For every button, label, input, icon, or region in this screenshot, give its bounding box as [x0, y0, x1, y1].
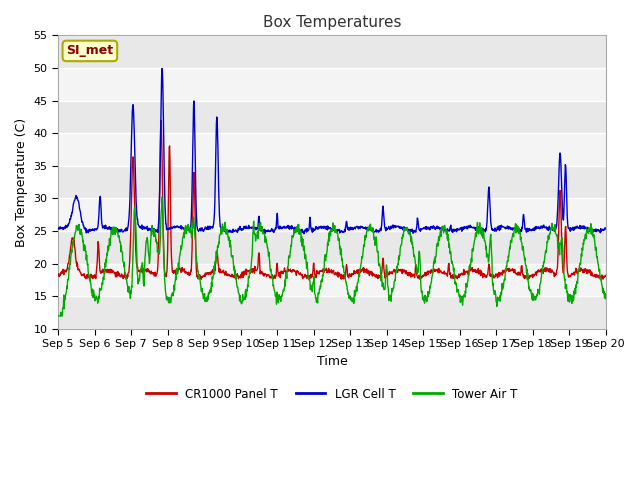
X-axis label: Time: Time: [317, 355, 348, 368]
Y-axis label: Box Temperature (C): Box Temperature (C): [15, 118, 28, 247]
Bar: [58, 133, 605, 166]
Legend: CR1000 Panel T, LGR Cell T, Tower Air T: CR1000 Panel T, LGR Cell T, Tower Air T: [141, 383, 522, 405]
Bar: [58, 199, 605, 231]
Bar: [58, 68, 605, 101]
Title: Box Temperatures: Box Temperatures: [262, 15, 401, 30]
Bar: [58, 166, 605, 199]
Bar: [58, 36, 605, 68]
Bar: [58, 101, 605, 133]
Text: SI_met: SI_met: [67, 45, 113, 58]
Bar: [58, 231, 605, 264]
Bar: [58, 264, 605, 296]
Bar: [58, 296, 605, 329]
